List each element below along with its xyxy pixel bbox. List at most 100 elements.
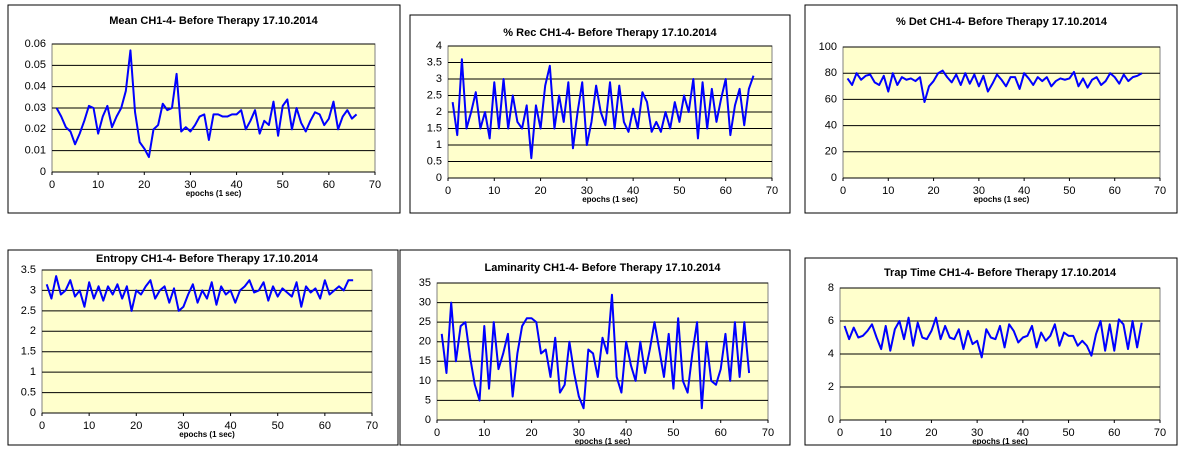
y-tick-label: 0.5 xyxy=(21,386,36,398)
y-tick-label: 40 xyxy=(825,120,837,132)
y-tick-label: 2.5 xyxy=(427,89,442,101)
x-axis-label: epochs (1 sec) xyxy=(582,195,638,204)
x-tick-label: 40 xyxy=(1017,427,1029,439)
x-tick-label: 0 xyxy=(445,185,451,197)
x-tick-label: 40 xyxy=(620,427,632,439)
x-tick-label: 10 xyxy=(83,420,95,432)
data-line xyxy=(451,58,755,160)
y-tick-label: 10 xyxy=(419,375,431,387)
y-tick-label: 1 xyxy=(30,366,36,378)
x-axis-label: epochs (1 sec) xyxy=(575,437,631,446)
y-tick-label: 6 xyxy=(828,315,834,327)
y-tick-label: 8 xyxy=(828,282,834,294)
y-tick-label: 3.5 xyxy=(427,56,442,68)
x-tick-label: 60 xyxy=(323,179,335,191)
x-tick-label: 20 xyxy=(927,185,939,197)
x-tick-label: 70 xyxy=(1154,427,1166,439)
y-tick-label: 3 xyxy=(30,284,36,296)
x-tick-label: 40 xyxy=(230,179,242,191)
x-axis-label: epochs (1 sec) xyxy=(179,430,235,439)
x-tick-label: 70 xyxy=(762,427,774,439)
y-tick-label: 30 xyxy=(419,296,431,308)
chart-title: Laminarity CH1-4- Before Therapy 17.10.2… xyxy=(485,262,722,274)
y-tick-label: 5 xyxy=(425,394,431,406)
x-axis-label: epochs (1 sec) xyxy=(974,195,1030,204)
x-tick-label: 50 xyxy=(1062,427,1074,439)
y-tick-label: 100 xyxy=(819,41,837,53)
x-tick-label: 60 xyxy=(720,185,732,197)
x-tick-label: 60 xyxy=(1108,427,1120,439)
x-tick-label: 30 xyxy=(971,427,983,439)
x-tick-label: 70 xyxy=(369,179,381,191)
x-tick-label: 40 xyxy=(627,185,639,197)
plot-area xyxy=(842,46,1161,179)
y-tick-label: 1 xyxy=(436,139,442,151)
x-tick-label: 0 xyxy=(49,179,55,191)
x-tick-label: 70 xyxy=(1154,185,1166,197)
x-tick-label: 30 xyxy=(177,420,189,432)
x-tick-label: 0 xyxy=(434,427,440,439)
y-tick-label: 4 xyxy=(828,348,834,360)
y-tick-label: 0.02 xyxy=(25,123,46,135)
y-tick-label: 0 xyxy=(828,414,834,426)
x-tick-label: 50 xyxy=(667,427,679,439)
x-axis-label: epochs (1 sec) xyxy=(186,189,242,198)
x-tick-label: 10 xyxy=(478,427,490,439)
x-tick-label: 10 xyxy=(92,179,104,191)
chart-title: Trap Time CH1-4- Before Therapy 17.10.20… xyxy=(884,267,1117,279)
x-tick-label: 70 xyxy=(766,185,778,197)
y-tick-label: 15 xyxy=(419,355,431,367)
y-tick-label: 20 xyxy=(419,336,431,348)
y-tick-label: 35 xyxy=(419,277,431,289)
data-line xyxy=(843,316,1143,359)
data-line xyxy=(846,69,1143,104)
x-tick-label: 30 xyxy=(573,427,585,439)
y-tick-label: 0 xyxy=(831,172,837,184)
y-tick-label: 0 xyxy=(40,166,46,178)
chart-title: % Det CH1-4- Before Therapy 17.10.2014 xyxy=(896,16,1108,28)
y-tick-label: 80 xyxy=(825,67,837,79)
y-tick-label: 0 xyxy=(30,407,36,419)
x-tick-label: 40 xyxy=(1018,185,1030,197)
x-tick-label: 60 xyxy=(715,427,727,439)
y-tick-label: 1.5 xyxy=(21,346,36,358)
x-tick-label: 10 xyxy=(880,427,892,439)
x-tick-label: 50 xyxy=(277,179,289,191)
x-tick-label: 60 xyxy=(1109,185,1121,197)
x-tick-label: 20 xyxy=(138,179,150,191)
x-tick-label: 50 xyxy=(673,185,685,197)
y-tick-label: 20 xyxy=(825,146,837,158)
data-line xyxy=(440,293,751,410)
y-tick-label: 0.04 xyxy=(25,81,46,93)
y-tick-label: 2 xyxy=(30,325,36,337)
y-tick-label: 0.01 xyxy=(25,145,46,157)
y-tick-label: 0.06 xyxy=(25,38,46,50)
x-tick-label: 50 xyxy=(272,420,284,432)
y-tick-label: 0 xyxy=(425,414,431,426)
x-tick-label: 10 xyxy=(882,185,894,197)
x-tick-label: 60 xyxy=(319,420,331,432)
y-tick-label: 1.5 xyxy=(427,122,442,134)
x-tick-label: 0 xyxy=(39,420,45,432)
y-tick-label: 2.5 xyxy=(21,305,36,317)
x-tick-label: 20 xyxy=(925,427,937,439)
x-tick-label: 0 xyxy=(840,185,846,197)
y-tick-label: 25 xyxy=(419,316,431,328)
x-tick-label: 30 xyxy=(184,179,196,191)
y-tick-label: 0.5 xyxy=(427,155,442,167)
data-line xyxy=(55,49,358,159)
y-tick-label: 0.03 xyxy=(25,102,46,114)
x-tick-label: 20 xyxy=(534,185,546,197)
y-tick-label: 3.5 xyxy=(21,264,36,276)
x-tick-label: 20 xyxy=(130,420,142,432)
x-tick-label: 0 xyxy=(837,427,843,439)
x-tick-label: 30 xyxy=(581,185,593,197)
data-line xyxy=(45,275,354,312)
x-tick-label: 70 xyxy=(366,420,378,432)
x-tick-label: 10 xyxy=(488,185,500,197)
x-tick-label: 50 xyxy=(1063,185,1075,197)
y-tick-label: 0.05 xyxy=(25,59,46,71)
x-axis-label: epochs (1 sec) xyxy=(972,437,1028,446)
y-tick-label: 2 xyxy=(828,381,834,393)
